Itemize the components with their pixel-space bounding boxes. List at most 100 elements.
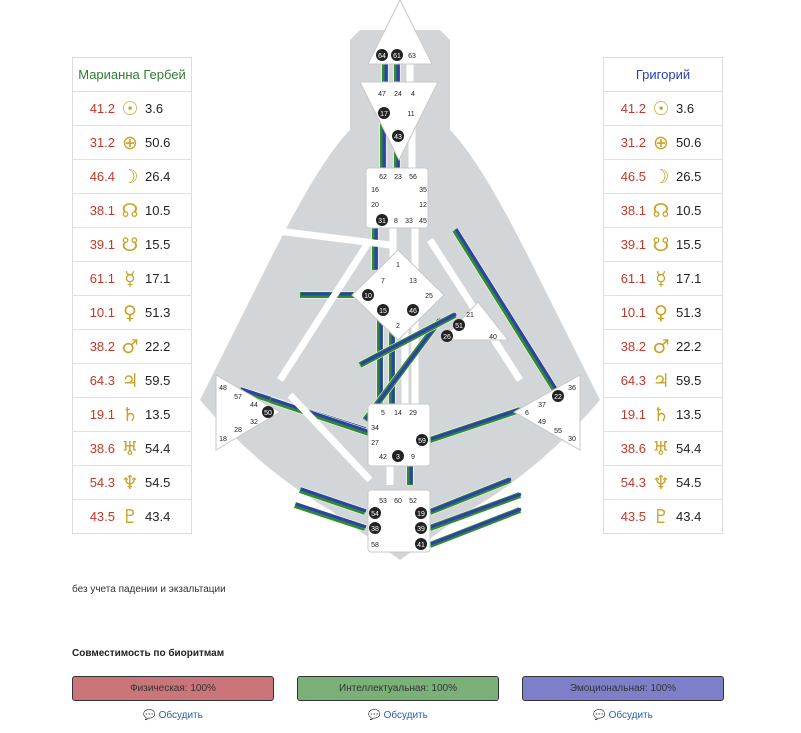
- throat-center: 62 23 56 16 35 20 12 31 8 33 45: [365, 167, 429, 229]
- activation-gate: 43.5: [89, 509, 115, 524]
- discuss-link-physical[interactable]: 💬 Обсудить: [72, 710, 274, 721]
- channel-definition: [364, 318, 443, 420]
- active-gate-marker: [392, 450, 404, 462]
- planet-row: 46.5 ☽ 26.5: [604, 160, 722, 194]
- planet-row: 31.2 ⊕ 50.6: [73, 126, 191, 160]
- planet-row: 38.2 ♂ 22.2: [604, 330, 722, 364]
- gate-label: 52: [409, 498, 417, 505]
- activation-value: 17.1: [145, 271, 171, 286]
- activation-value: 59.5: [676, 373, 702, 388]
- channel-definition: [430, 507, 522, 546]
- active-gate-marker: [392, 130, 404, 142]
- planet-row: 10.1 ♀ 51.3: [604, 296, 722, 330]
- gate-label: 4: [411, 91, 415, 98]
- gate-label: 8: [394, 218, 398, 225]
- gate-label: 7: [381, 278, 385, 285]
- planet-row: 54.3 ♆ 54.5: [604, 466, 722, 500]
- uranus-icon: ♅: [652, 437, 670, 460]
- planet-row: 41.2 ☉ 3.6: [604, 92, 722, 126]
- active-gate-marker: [415, 538, 427, 550]
- sacral-center: 5 14 29 34 27 59 42 3 9: [367, 403, 431, 467]
- pluto-icon: ♇: [652, 505, 670, 528]
- planet-row: 64.3 ♃ 59.5: [604, 364, 722, 398]
- activation-gate: 64.3: [620, 373, 646, 388]
- planet-row: 61.1 ☿ 17.1: [73, 262, 191, 296]
- gate-label: 46: [409, 308, 417, 315]
- gate-label: 27: [371, 440, 379, 447]
- activation-gate: 38.6: [89, 441, 115, 456]
- planet-row: 38.1 ☊ 10.5: [604, 194, 722, 228]
- solar-plexus-center: 36 22 37 6 49 55 30: [512, 374, 581, 451]
- comment-icon: 💬: [143, 710, 156, 721]
- planet-row: 38.2 ♂ 22.2: [73, 330, 191, 364]
- moon-icon: ☽: [121, 165, 139, 188]
- active-gate-marker: [369, 522, 381, 534]
- active-gate-marker: [377, 304, 389, 316]
- activation-gate: 38.6: [620, 441, 646, 456]
- gate-label: 58: [371, 542, 379, 549]
- activation-gate: 39.1: [620, 237, 646, 252]
- neptune-icon: ♆: [121, 471, 139, 494]
- gate-label: 41: [417, 542, 425, 549]
- gate-label: 47: [378, 91, 386, 98]
- activation-value: 59.5: [145, 373, 171, 388]
- uranus-icon: ♅: [121, 437, 139, 460]
- activation-gate: 38.1: [89, 203, 115, 218]
- gate-label: 19: [417, 511, 425, 518]
- saturn-icon: ♄: [121, 403, 139, 426]
- pluto-icon: ♇: [121, 505, 139, 528]
- gate-label: 2: [396, 323, 400, 330]
- mercury-icon: ☿: [124, 267, 136, 290]
- gate-label: 62: [379, 174, 387, 181]
- active-gate-marker: [369, 507, 381, 519]
- activation-value: 54.5: [145, 475, 171, 490]
- activation-value: 3.6: [676, 101, 695, 116]
- gate-label: 36: [568, 385, 576, 392]
- gate-label: 42: [379, 454, 387, 461]
- gate-label: 11: [407, 111, 414, 118]
- activation-value: 26.4: [145, 169, 171, 184]
- planet-row: 43.5 ♇ 43.4: [604, 500, 722, 533]
- activation-gate: 46.5: [620, 169, 646, 184]
- activation-value: 54.4: [145, 441, 171, 456]
- planet-row: 41.2 ☉ 3.6: [73, 92, 191, 126]
- planet-row: 19.1 ♄ 13.5: [604, 398, 722, 432]
- gate-label: 22: [554, 394, 562, 401]
- activation-value: 17.1: [676, 271, 702, 286]
- activation-value: 10.5: [145, 203, 171, 218]
- discuss-link-emotional[interactable]: 💬 Обсудить: [522, 710, 724, 721]
- planet-row: 19.1 ♄ 13.5: [73, 398, 191, 432]
- activation-value: 15.5: [145, 237, 171, 252]
- activation-gate: 10.1: [89, 305, 115, 320]
- planet-row: 54.3 ♆ 54.5: [73, 466, 191, 500]
- activation-value: 13.5: [145, 407, 171, 422]
- gate-label: 63: [408, 53, 416, 60]
- earth-icon: ⊕: [122, 131, 138, 154]
- active-gate-marker: [441, 330, 453, 342]
- mars-icon: ♂: [121, 335, 139, 358]
- gate-label: 32: [250, 419, 258, 426]
- gate-label: 34: [371, 425, 379, 432]
- neptune-icon: ♆: [652, 471, 670, 494]
- gate-label: 10: [364, 293, 372, 300]
- active-gate-marker: [415, 522, 427, 534]
- activation-gate: 54.3: [620, 475, 646, 490]
- gate-label: 1: [396, 262, 400, 269]
- mercury-icon: ☿: [655, 267, 667, 290]
- channel-definition: [430, 492, 522, 529]
- gate-label: 30: [568, 436, 576, 443]
- head-center: 64 61 63: [367, 0, 433, 65]
- gate-label: 38: [371, 526, 379, 533]
- planet-row: 61.1 ☿ 17.1: [604, 262, 722, 296]
- north-node-icon: ☊: [652, 199, 670, 222]
- channel-definition: [360, 312, 457, 366]
- earth-icon: ⊕: [653, 131, 669, 154]
- active-gate-marker: [362, 289, 374, 301]
- discuss-link-intellectual[interactable]: 💬 Обсудить: [297, 710, 499, 721]
- jupiter-icon: ♃: [652, 369, 670, 392]
- activation-value: 43.4: [676, 509, 702, 524]
- planet-row: 31.2 ⊕ 50.6: [604, 126, 722, 160]
- channel-definition: [430, 477, 512, 513]
